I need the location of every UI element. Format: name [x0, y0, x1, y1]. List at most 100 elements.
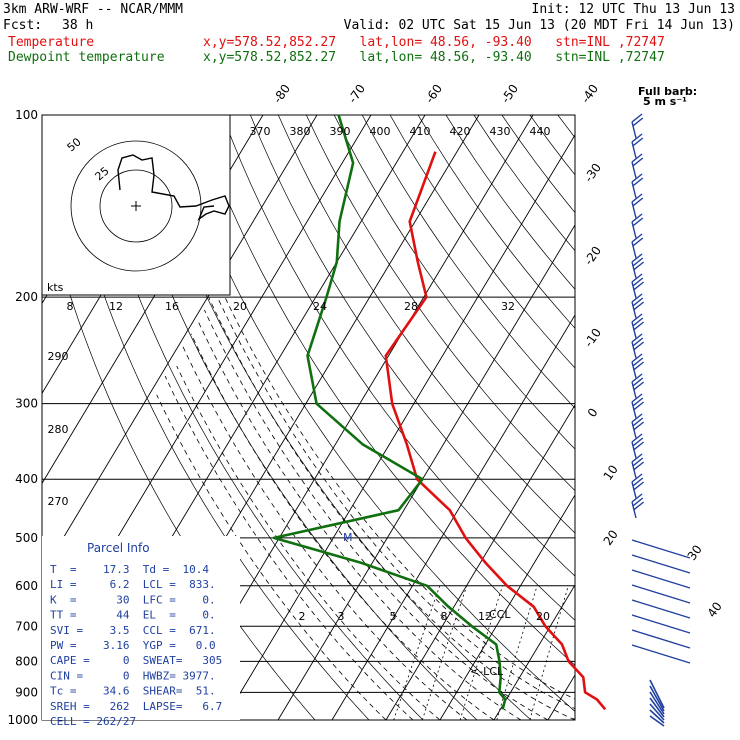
lcl-label: <-LCL [470, 665, 504, 678]
isotherm [656, 115, 740, 720]
wind-barb-flag [631, 433, 643, 443]
dry-adiabat [557, 115, 575, 139]
hodograph-origin [131, 201, 141, 211]
pressure-label: 200 [15, 290, 38, 304]
dry-adiabat [166, 115, 575, 712]
theta-label: 430 [490, 125, 511, 138]
wind-key-label: Full barb: [638, 85, 697, 98]
wind-barb-shaft [649, 679, 665, 709]
wind-barb-flag [631, 233, 643, 243]
wind-barb-flag [633, 441, 645, 451]
hodograph-speed-label: 16 [165, 300, 179, 313]
init-time: Init: 12 UTC Thu 13 Jun 13 [531, 2, 736, 17]
wind-barb-flag [632, 157, 644, 167]
hodograph-speed-label: 12 [109, 300, 123, 313]
pressure-label: 800 [15, 654, 38, 668]
model-title: 3km ARW-WRF -- NCAR/MMM [3, 2, 184, 17]
moist-adiabat [198, 322, 522, 720]
theta-label: 370 [250, 125, 271, 138]
wind-barb-flag [631, 473, 643, 483]
theta-label: 410 [410, 125, 431, 138]
theta-label: 440 [530, 125, 551, 138]
wind-barb-flag [633, 401, 645, 411]
isotherm [602, 115, 740, 720]
parcel-info-panel [42, 536, 240, 720]
hodograph-ring [99, 169, 173, 243]
wind-barb-flag [633, 321, 645, 331]
mixing-ratio-label: 20 [536, 610, 550, 623]
isotherm-label: 40 [705, 599, 725, 620]
mixing-ratio-label: 2 [299, 610, 306, 623]
temperature-location: x,y=578.52,852.27 lat,lon= 48.56, -93.40… [203, 35, 665, 50]
wind-key-value: 5 m s⁻¹ [643, 95, 687, 108]
wind-barb-flag [632, 197, 644, 207]
forecast-label: Fcst: [3, 18, 43, 33]
pressure-label: 900 [15, 685, 38, 699]
temperature-trace [384, 151, 607, 711]
isotherm-label: 0 [585, 406, 601, 420]
parcel-info-row: Tc = 34.6 SHEAR= 51. [50, 685, 216, 698]
wind-barb-shaft [631, 569, 691, 589]
wind-barb-flag [632, 237, 644, 247]
parcel-info-row: SVI = 3.5 CCL = 671. [50, 624, 216, 637]
mixing-ratio-line [421, 585, 468, 720]
parcel-info-row: CAPE = 0 SWEAT= 305 [50, 654, 222, 667]
parcel-info-title: Parcel Info [87, 541, 150, 555]
hodograph-ring [70, 140, 202, 272]
wind-barb-flag [631, 373, 643, 383]
wind-barb-flag [631, 253, 643, 263]
dry-adiabat [670, 115, 740, 733]
mixing-ratio-line [573, 712, 575, 720]
wind-barb-shaft [631, 554, 691, 574]
wind-barb-shaft [631, 644, 691, 664]
wind-barb-flag [631, 353, 643, 363]
wind-barb-flag [631, 113, 643, 123]
wind-barb-flag [631, 173, 643, 183]
wind-barb-flag [633, 261, 645, 271]
theta-label: 270 [48, 495, 69, 508]
isotherm-label: -40 [578, 82, 601, 106]
dry-adiabat [222, 115, 575, 621]
moist-adiabat [224, 296, 575, 700]
wind-barb-shaft [631, 539, 691, 559]
moist-adiabat [190, 333, 495, 720]
isotherm-label: 30 [685, 542, 705, 563]
dry-adiabat [361, 115, 575, 409]
wind-barb-shaft [631, 614, 691, 634]
wind-barb-shaft [649, 697, 665, 718]
hodograph-unit-label: kts [47, 281, 64, 294]
wind-barb-flag [632, 117, 644, 127]
parcel-info-row: SREH = 262 LAPSE= 6.7 [50, 700, 222, 713]
dry-adiabat [194, 115, 575, 666]
wind-barb-flag [633, 301, 645, 311]
moist-adiabat [217, 296, 575, 710]
isotherm-label: -10 [581, 326, 604, 350]
wind-barb-flag [632, 357, 644, 367]
wind-barb-flag [631, 153, 643, 163]
wind-barb-flag [631, 393, 643, 403]
wind-barb-flag [632, 297, 644, 307]
wind-barb-flag [631, 413, 643, 423]
hodograph-trace [117, 154, 230, 221]
dry-adiabat [82, 115, 424, 720]
mixing-ratio-label: 3 [338, 610, 345, 623]
wind-barb-flag [633, 381, 645, 391]
isotherm [493, 584, 575, 720]
hodograph-speed-label: 8 [67, 300, 74, 313]
wind-barb-flag [632, 277, 644, 287]
parcel-info-row: CIN = 0 HWBZ= 3977. [50, 669, 216, 682]
pressure-label: 600 [15, 579, 38, 593]
wind-barb-shaft [631, 181, 637, 199]
dry-adiabat [389, 115, 575, 369]
mixing-ratio-label: 8 [441, 610, 448, 623]
isotherm-label: 10 [601, 462, 621, 483]
isotherm-label: 20 [601, 527, 621, 548]
pressure-label: 500 [15, 531, 38, 545]
wind-barb-flag [633, 341, 645, 351]
wind-barb-flag [632, 137, 644, 147]
parcel-info-row: TT = 44 EL = 0. [50, 609, 216, 622]
theta-label: 290 [48, 350, 69, 363]
dry-adiabat [417, 115, 575, 329]
isotherm-label: -80 [270, 82, 293, 106]
